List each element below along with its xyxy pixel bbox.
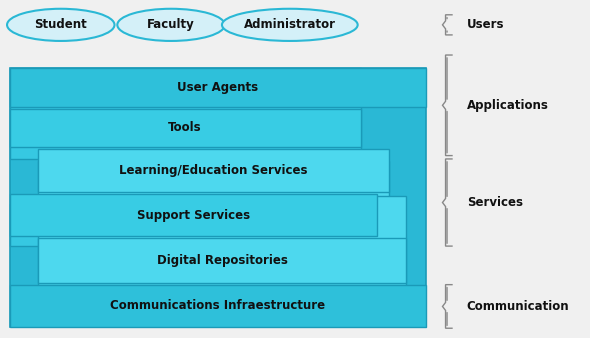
FancyBboxPatch shape <box>10 204 378 246</box>
Ellipse shape <box>222 9 358 41</box>
FancyBboxPatch shape <box>10 68 425 327</box>
FancyBboxPatch shape <box>38 149 389 192</box>
Text: Communication: Communication <box>467 300 569 313</box>
FancyBboxPatch shape <box>38 196 406 285</box>
Text: Administrator: Administrator <box>244 18 336 31</box>
FancyBboxPatch shape <box>38 161 389 204</box>
Text: Student: Student <box>34 18 87 31</box>
Text: Applications: Applications <box>467 99 549 112</box>
FancyBboxPatch shape <box>10 68 425 107</box>
FancyBboxPatch shape <box>38 238 406 283</box>
FancyBboxPatch shape <box>10 194 378 236</box>
Text: User Agents: User Agents <box>177 81 258 94</box>
Ellipse shape <box>117 9 225 41</box>
Text: Faculty: Faculty <box>147 18 195 31</box>
FancyBboxPatch shape <box>10 285 425 327</box>
Text: Tools: Tools <box>168 121 202 135</box>
Ellipse shape <box>7 9 114 41</box>
FancyBboxPatch shape <box>10 108 360 147</box>
Text: Learning/Education Services: Learning/Education Services <box>119 164 308 177</box>
Text: Support Services: Support Services <box>137 209 250 222</box>
Text: Users: Users <box>467 18 504 31</box>
FancyBboxPatch shape <box>10 68 360 159</box>
Text: Communications Infraestructure: Communications Infraestructure <box>110 299 325 312</box>
Text: Digital Repositories: Digital Repositories <box>156 254 287 267</box>
Text: Services: Services <box>467 196 523 209</box>
